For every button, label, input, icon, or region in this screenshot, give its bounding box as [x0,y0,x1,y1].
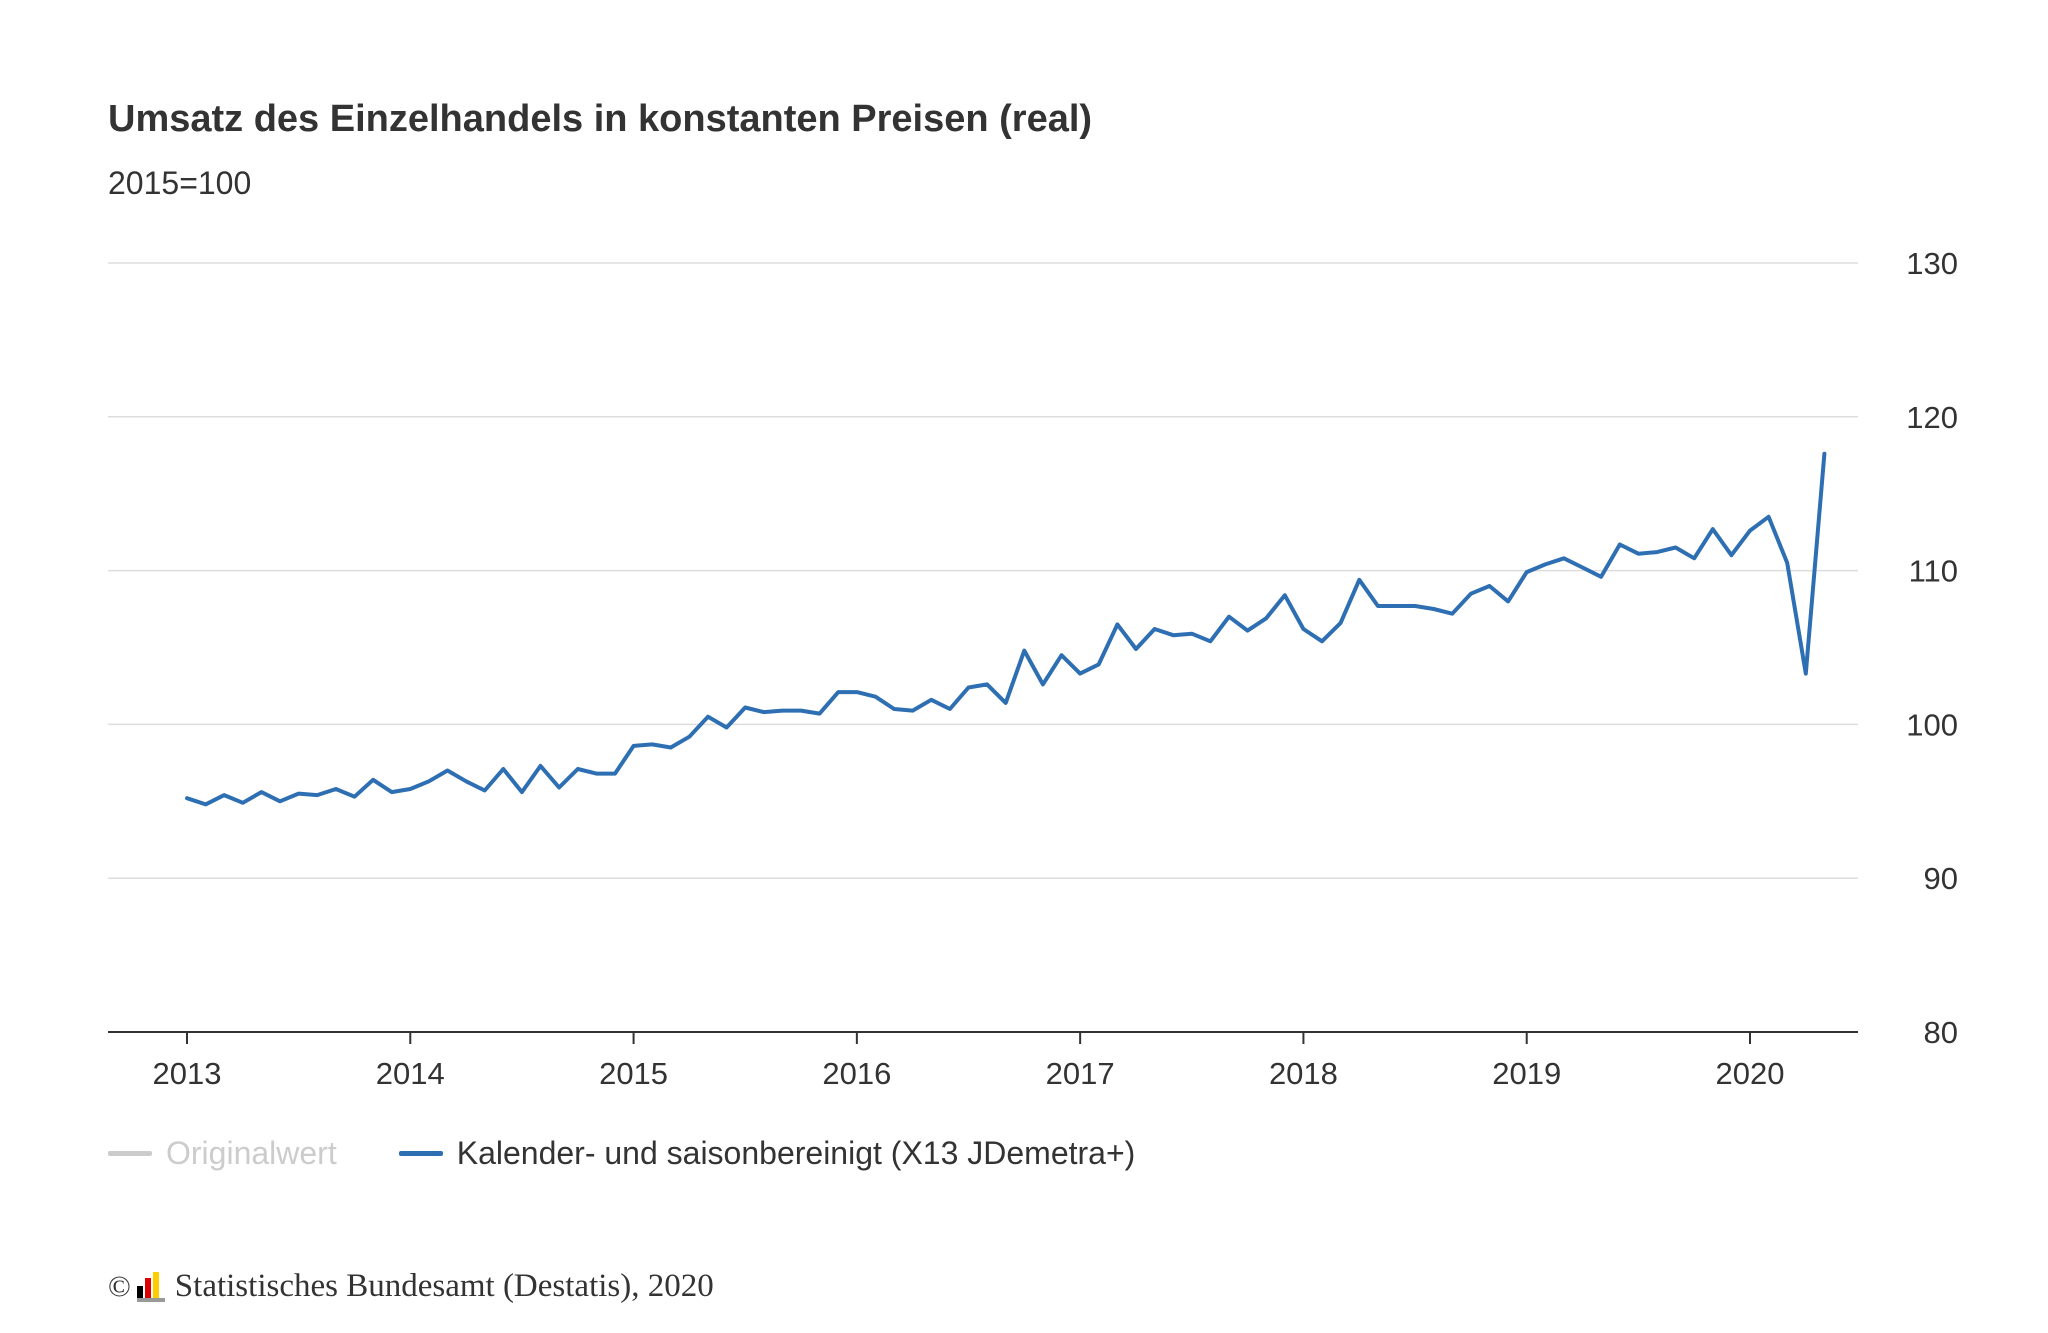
legend-swatch-original [108,1151,152,1156]
legend-item-adjusted[interactable]: Kalender- und saisonbereinigt (X13 JDeme… [398,1135,1136,1172]
x-tick-label-2020: 2020 [1716,1056,1785,1091]
source-footer: © Statistisches Bundesamt (Destatis), 20… [108,1268,714,1305]
axes: 80 90 100 110 120 130 2013 2014 2015 2016 2017 2018… [108,246,1958,1091]
source-text: Statistisches Bundesamt (Destatis), 2020 [174,1268,714,1304]
legend-label-adjusted: Kalender- und saisonbereinigt (X13 JDeme… [456,1135,1136,1171]
y-tick-label-100: 100 [1906,707,1958,742]
x-tick-label-2019: 2019 [1492,1056,1561,1091]
y-tick-label-80: 80 [1924,1015,1958,1050]
legend-item-original[interactable]: Originalwert [108,1135,337,1172]
legend-swatch-adjusted [398,1151,443,1156]
gridlines [108,262,1858,879]
y-tick-label-130: 130 [1906,246,1958,281]
series-line-adjusted [185,451,1827,807]
x-tick-label-2018: 2018 [1269,1056,1338,1091]
line-chart: 80 90 100 110 120 130 2013 2014 2015 2016 2017 2018… [108,246,1958,1091]
y-tick-label-120: 120 [1906,400,1958,435]
copyright-symbol: © [108,1269,131,1303]
x-tick-label-2013: 2013 [153,1056,222,1091]
x-tick-label-2014: 2014 [376,1056,445,1091]
y-tick-label-90: 90 [1924,861,1958,896]
destatis-logo-icon [136,1268,165,1302]
chart-subtitle: 2015=100 [108,165,252,201]
legend-label-original: Originalwert [166,1135,337,1171]
legend: Originalwert Kalender- und saisonbereini… [108,1135,1197,1172]
x-tick-label-2016: 2016 [822,1056,891,1091]
chart-title: Umsatz des Einzelhandels in konstanten P… [108,98,1093,140]
series-layer [185,451,1827,807]
x-tick-label-2017: 2017 [1046,1056,1115,1091]
x-tick-label-2015: 2015 [599,1056,668,1091]
y-tick-label-110: 110 [1909,554,1958,589]
